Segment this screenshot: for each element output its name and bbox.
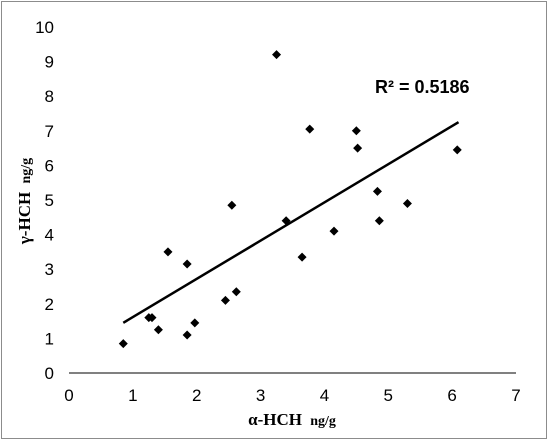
y-axis-title-unit: ng/g (19, 158, 34, 184)
data-point (231, 287, 241, 297)
x-tick-label: 5 (384, 386, 393, 405)
y-tick-label: 7 (45, 122, 54, 141)
x-tick-label: 7 (511, 386, 520, 405)
y-tick-label: 8 (45, 87, 54, 106)
data-point (372, 186, 382, 196)
data-point (220, 295, 230, 305)
data-point (297, 252, 307, 262)
data-point (182, 259, 192, 269)
x-axis-title: α-HCH ng/g (248, 410, 336, 429)
x-tick-label: 0 (64, 386, 73, 405)
y-tick-label: 5 (45, 191, 54, 210)
r-squared-annotation: R² = 0.5186 (375, 77, 470, 97)
data-point (182, 330, 192, 340)
data-point (227, 200, 237, 210)
y-tick-label: 2 (45, 295, 54, 314)
y-tick-label: 10 (35, 18, 54, 37)
x-tick-label: 2 (192, 386, 201, 405)
data-points (118, 50, 462, 349)
x-axis-title-unit: ng/g (310, 414, 336, 429)
data-point (281, 216, 291, 226)
data-point (190, 318, 200, 328)
data-point (118, 339, 128, 349)
trendline (122, 121, 460, 324)
x-tick-label: 3 (256, 386, 265, 405)
data-point (402, 198, 412, 208)
x-tick-labels: 0 1 2 3 4 5 6 7 (64, 386, 520, 405)
y-tick-label: 4 (45, 226, 54, 245)
data-point (353, 143, 363, 153)
y-tick-label: 1 (45, 329, 54, 348)
y-axis-title: γ-HCH ng/g (15, 158, 34, 245)
y-tick-labels: 0 1 2 3 4 5 6 7 8 9 10 (35, 18, 54, 383)
data-point (305, 124, 315, 134)
data-point (374, 216, 384, 226)
data-point (147, 313, 157, 323)
data-point (351, 126, 361, 136)
data-point (272, 50, 282, 60)
x-tick-label: 6 (447, 386, 456, 405)
data-point (452, 145, 462, 155)
y-tick-label: 6 (45, 156, 54, 175)
y-axis-title-text: γ-HCH (15, 192, 34, 245)
x-tick-label: 1 (128, 386, 137, 405)
y-tick-label: 0 (45, 364, 54, 383)
x-axis-title-text: α-HCH (248, 410, 302, 429)
data-point (153, 325, 163, 335)
data-point (163, 247, 173, 257)
y-tick-label: 9 (45, 53, 54, 72)
y-tick-label: 3 (45, 260, 54, 279)
data-point (329, 226, 339, 236)
x-tick-label: 4 (320, 386, 329, 405)
